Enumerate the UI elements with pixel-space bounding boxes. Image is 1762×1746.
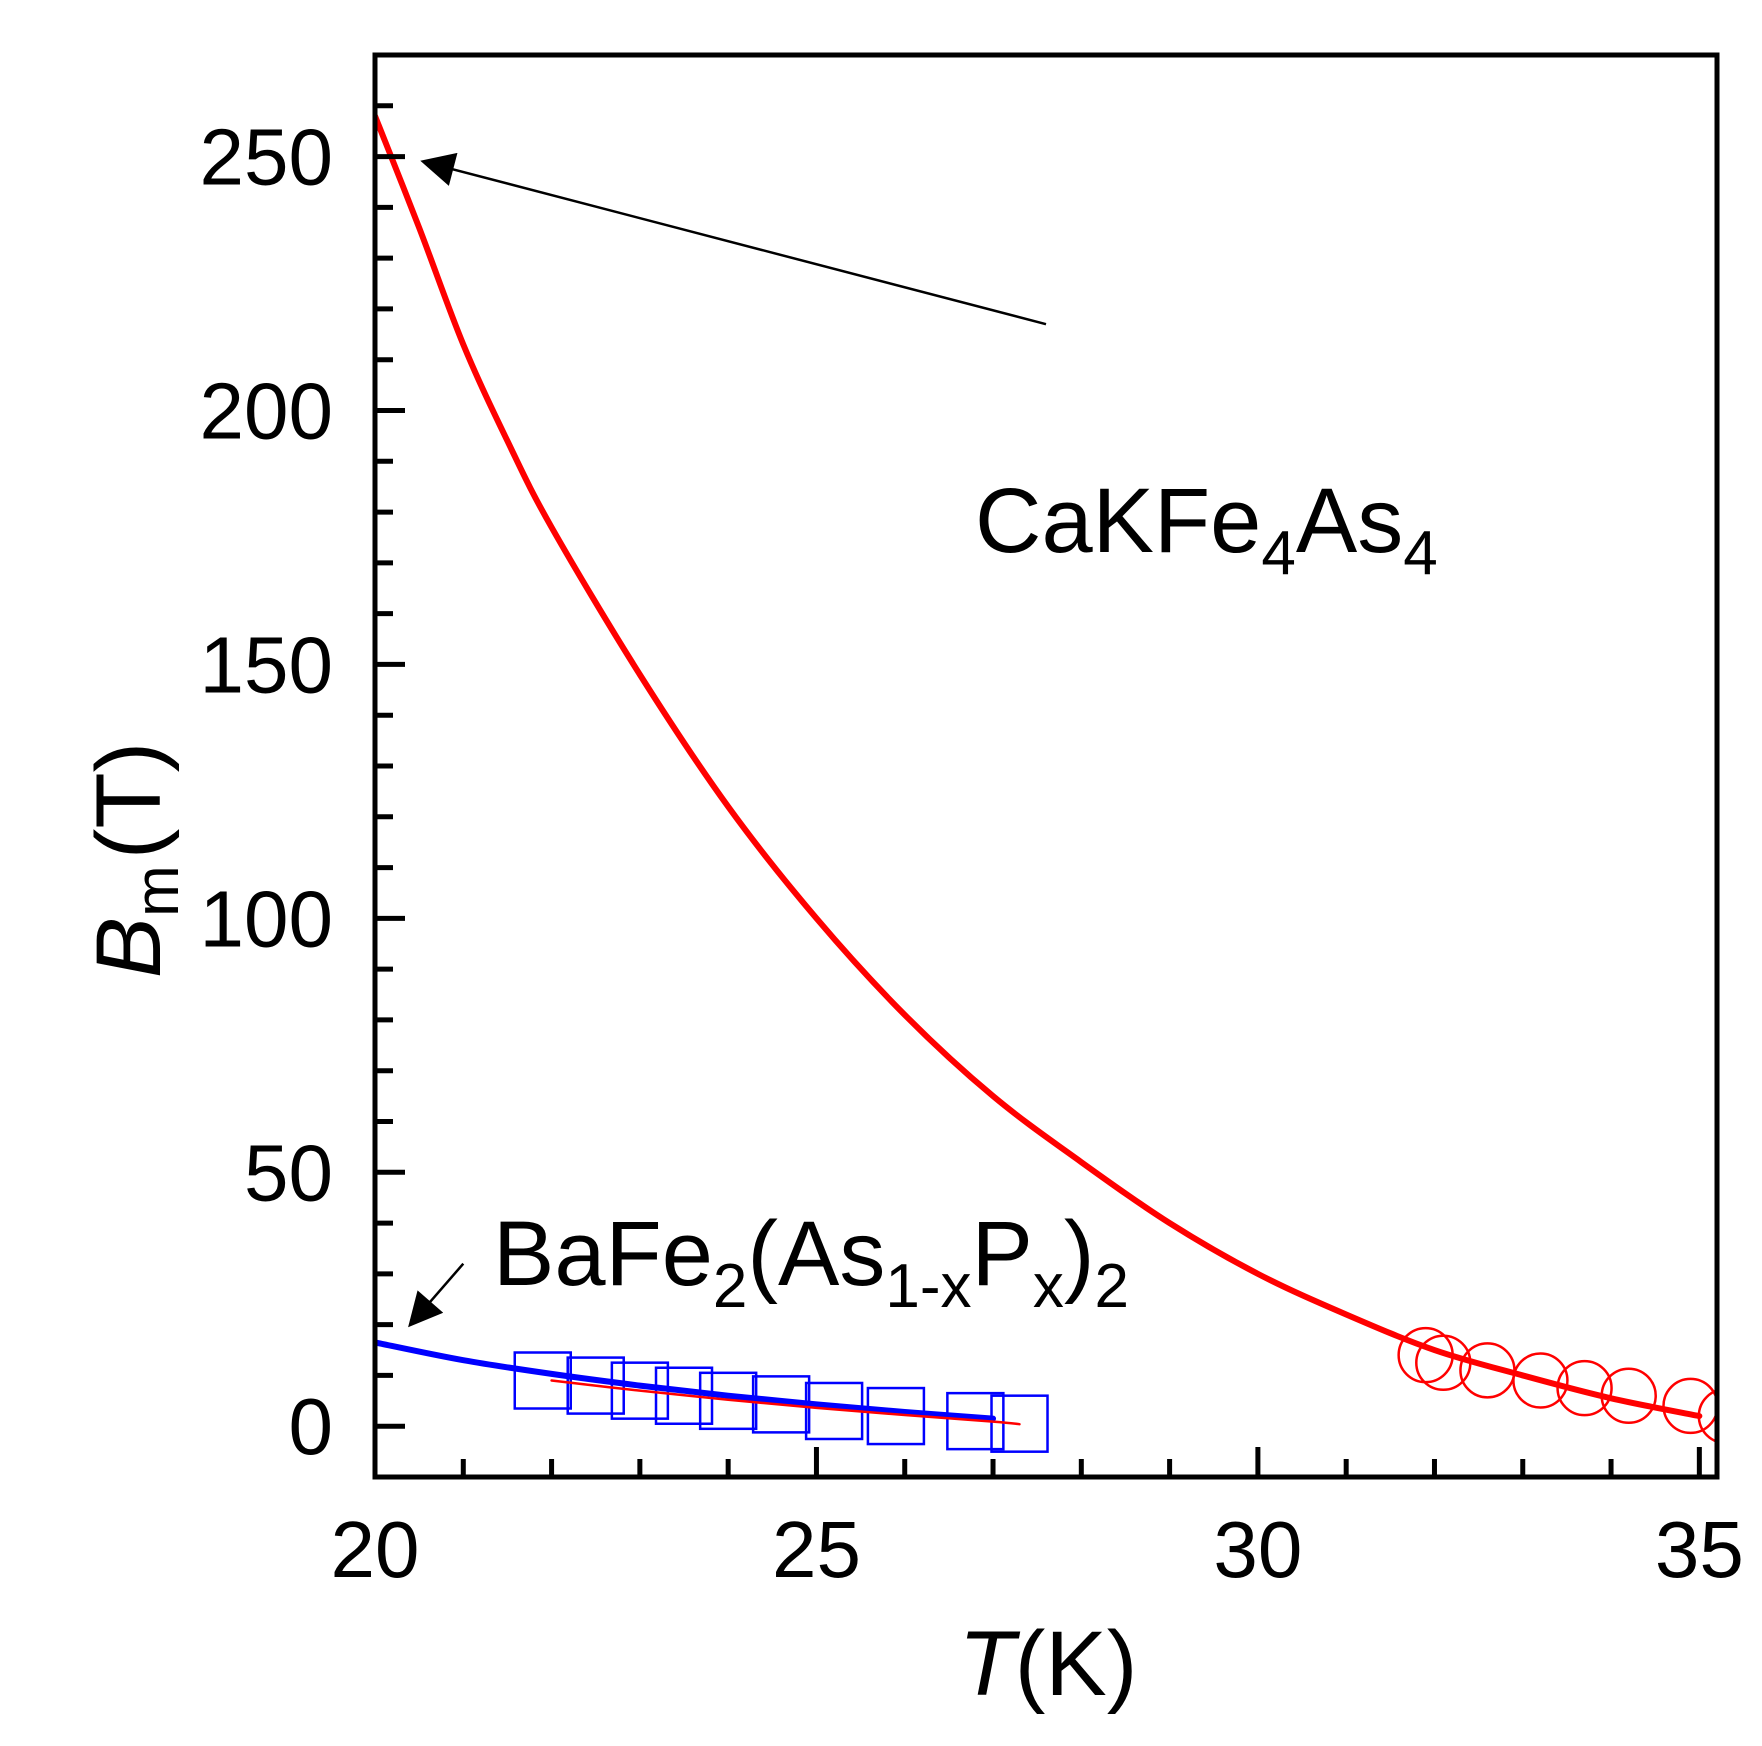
series-line <box>375 1339 997 1422</box>
y-tick-label: 50 <box>244 1128 333 1217</box>
x-axis-label: T(K) <box>959 1613 1138 1715</box>
data-point-square <box>990 1394 1049 1453</box>
x-tick-label: 30 <box>1213 1505 1302 1594</box>
y-axis-label: Bm(T) <box>78 742 192 979</box>
series-line <box>550 1379 1021 1426</box>
data-point-square <box>946 1391 1005 1451</box>
y-tick-label: 150 <box>200 620 333 709</box>
annotation-text-part: (As <box>747 1203 885 1305</box>
y-tick-label: 100 <box>200 874 333 963</box>
annotation-text-part: P <box>972 1203 1033 1305</box>
annotation-text-part: 2 <box>1095 1252 1129 1321</box>
cakfe4as4-label-arrow <box>420 152 1047 326</box>
x-tick-label: 35 <box>1655 1505 1744 1594</box>
axis-ticks: 20 25 30 35 0 50 100 150 200 250 <box>200 52 1744 1594</box>
data-point-circle <box>1697 1389 1717 1443</box>
bafe2-label-arrow <box>408 1262 465 1328</box>
data-point-square <box>513 1351 572 1410</box>
x-tick-label: 20 <box>331 1505 420 1594</box>
annotation-text-part: CaKFe <box>975 470 1261 572</box>
annotation-text-part: x <box>1033 1252 1064 1321</box>
annotation-text-part: 1-x <box>885 1252 971 1321</box>
y-tick-label: 200 <box>200 367 333 456</box>
annotation-text-part: ) <box>1064 1203 1095 1305</box>
annotation-text-part: As <box>1296 470 1403 572</box>
data-point-circle <box>1556 1359 1613 1417</box>
annotation-text-part: 2 <box>713 1252 747 1321</box>
x-tick-label: 25 <box>772 1505 861 1594</box>
data-point-circle <box>1512 1352 1569 1409</box>
bafe2-label: BaFe2(As1-xPx)2 <box>493 1203 1129 1321</box>
cakfe4as4-label: CaKFe4As4 <box>975 470 1438 588</box>
series-circle-markers <box>1397 1326 1717 1443</box>
plot-area <box>375 112 1717 1453</box>
series-line <box>375 112 1703 1420</box>
data-point-circle <box>1662 1377 1717 1435</box>
y-tick-label: 250 <box>200 113 333 202</box>
annotation-text-part: 4 <box>1261 519 1295 588</box>
annotation-text-part: BaFe <box>493 1203 713 1305</box>
annotation-text-part: 4 <box>1403 519 1437 588</box>
y-tick-label: 0 <box>289 1382 334 1471</box>
